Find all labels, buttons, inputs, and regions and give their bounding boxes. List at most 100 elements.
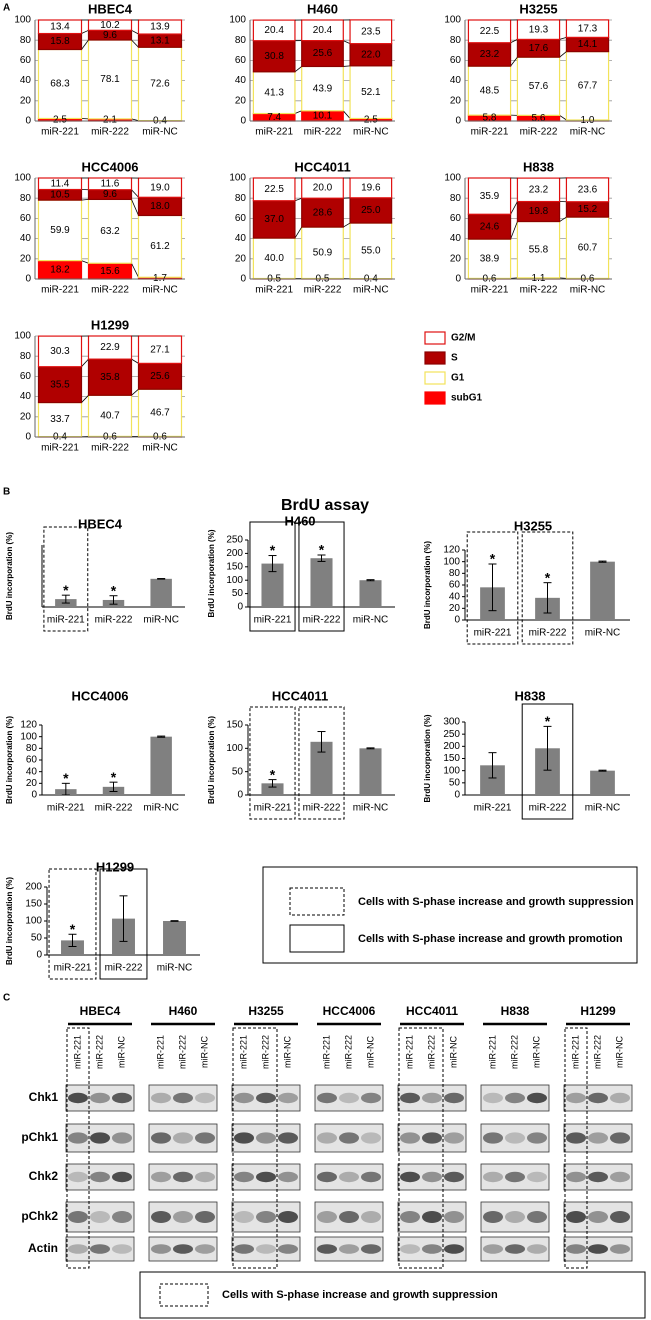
lane-label: miR-221 <box>321 1035 331 1069</box>
connector <box>131 189 139 198</box>
protein-label: Actin <box>28 1241 58 1255</box>
blot-band <box>483 1171 503 1183</box>
lane-label: miR-221 <box>238 1035 248 1069</box>
data-label: 68.3 <box>50 79 70 90</box>
connector <box>343 40 351 44</box>
y-tick-label: 40 <box>20 75 32 86</box>
y-tick-label: 0 <box>455 274 461 285</box>
data-label: 9.6 <box>103 30 117 41</box>
legend-label: G1 <box>451 373 465 384</box>
bar-segment <box>87 394 133 437</box>
blot-band <box>610 1244 630 1254</box>
data-label: 35.8 <box>100 372 120 383</box>
blot-band <box>422 1244 442 1254</box>
chart-title: HCC4006 <box>71 688 128 703</box>
data-label: 22.5 <box>480 26 500 37</box>
x-tick-label: miR-221 <box>54 963 92 974</box>
x-tick-label: miR-NC <box>142 443 178 454</box>
connector <box>131 358 139 364</box>
blot-band <box>278 1211 298 1223</box>
lane-label: miR-NC <box>365 1036 375 1068</box>
connector <box>559 277 567 279</box>
data-label: 46.7 <box>150 407 170 418</box>
connector <box>81 395 89 403</box>
data-label: 20.4 <box>313 25 333 36</box>
panel-letter: B <box>3 487 10 498</box>
significance-star: * <box>270 766 276 782</box>
connector <box>343 222 351 228</box>
x-tick-label: miR-NC <box>585 803 621 814</box>
connector <box>342 110 351 119</box>
bar-segment <box>252 200 296 239</box>
blot-band <box>234 1132 254 1144</box>
x-tick-label: miR-221 <box>254 803 292 814</box>
y-tick-label: 100 <box>444 173 461 184</box>
connector <box>510 39 518 44</box>
highlight-box <box>232 1027 278 1269</box>
chart-title: H1299 <box>96 859 134 874</box>
x-tick-label: miR-NC <box>143 615 179 626</box>
legend-box <box>139 1271 646 1319</box>
significance-star: * <box>545 569 551 585</box>
blot-band <box>505 1211 525 1223</box>
y-axis-label: BrdU incorporation (%) <box>423 541 432 629</box>
y-tick-label: 40 <box>449 591 461 602</box>
data-label: 67.7 <box>578 80 598 91</box>
data-label: 17.6 <box>529 43 549 54</box>
bar <box>150 736 172 795</box>
blot-band <box>610 1211 630 1223</box>
data-label: 24.6 <box>480 221 500 232</box>
bar-segment <box>301 226 344 280</box>
blot-band <box>339 1211 359 1223</box>
y-tick-label: 0 <box>25 432 31 443</box>
data-label: 30.8 <box>264 51 284 62</box>
legend-swatch <box>289 887 345 916</box>
y-tick-label: 100 <box>226 743 243 754</box>
lane-label: miR-222 <box>509 1035 519 1069</box>
y-tick-label: 60 <box>450 55 462 66</box>
blot-band <box>90 1244 110 1254</box>
y-tick-label: 80 <box>449 568 461 579</box>
y-tick-label: 0 <box>25 116 31 127</box>
blot-band <box>588 1211 608 1223</box>
bar <box>590 770 615 795</box>
chart-title: H3255 <box>514 518 552 533</box>
blot-band <box>361 1132 381 1144</box>
cell-line-label: H1299 <box>580 1004 616 1018</box>
data-label: 22.9 <box>100 342 120 353</box>
x-tick-label: miR-221 <box>41 285 79 296</box>
blot-band <box>90 1211 110 1223</box>
legend-swatch <box>159 1283 209 1307</box>
panel-letter: A <box>3 3 10 14</box>
y-tick-label: 20 <box>20 95 32 106</box>
connector <box>294 110 302 114</box>
y-tick-label: 0 <box>25 274 31 285</box>
bar-segment <box>467 238 512 279</box>
y-tick-label: 120 <box>20 720 37 731</box>
data-label: 23.2 <box>480 49 500 60</box>
x-tick-label: miR-222 <box>91 127 129 138</box>
blot-band <box>588 1092 608 1104</box>
data-label: 25.6 <box>150 371 170 382</box>
blot-band <box>112 1132 132 1144</box>
highlight-box <box>298 521 345 632</box>
highlight-box <box>48 868 97 980</box>
bar <box>590 561 615 620</box>
legend-swatch <box>424 351 446 365</box>
blot-band <box>588 1132 608 1144</box>
x-tick-label: miR-222 <box>520 285 558 296</box>
lane-label: miR-221 <box>404 1035 414 1069</box>
connector <box>510 56 518 67</box>
data-label: 55.8 <box>529 244 549 255</box>
blot-band <box>339 1244 359 1254</box>
y-tick-label: 0 <box>454 615 460 626</box>
data-label: 19.0 <box>150 182 170 193</box>
blot-band <box>278 1244 298 1254</box>
highlight-box <box>249 706 296 820</box>
blot-band <box>361 1211 381 1223</box>
x-tick-label: miR-NC <box>353 615 389 626</box>
data-label: 13.1 <box>150 35 170 46</box>
blot-band <box>278 1092 298 1104</box>
x-tick-label: miR-NC <box>570 127 606 138</box>
blot-band <box>112 1211 132 1223</box>
